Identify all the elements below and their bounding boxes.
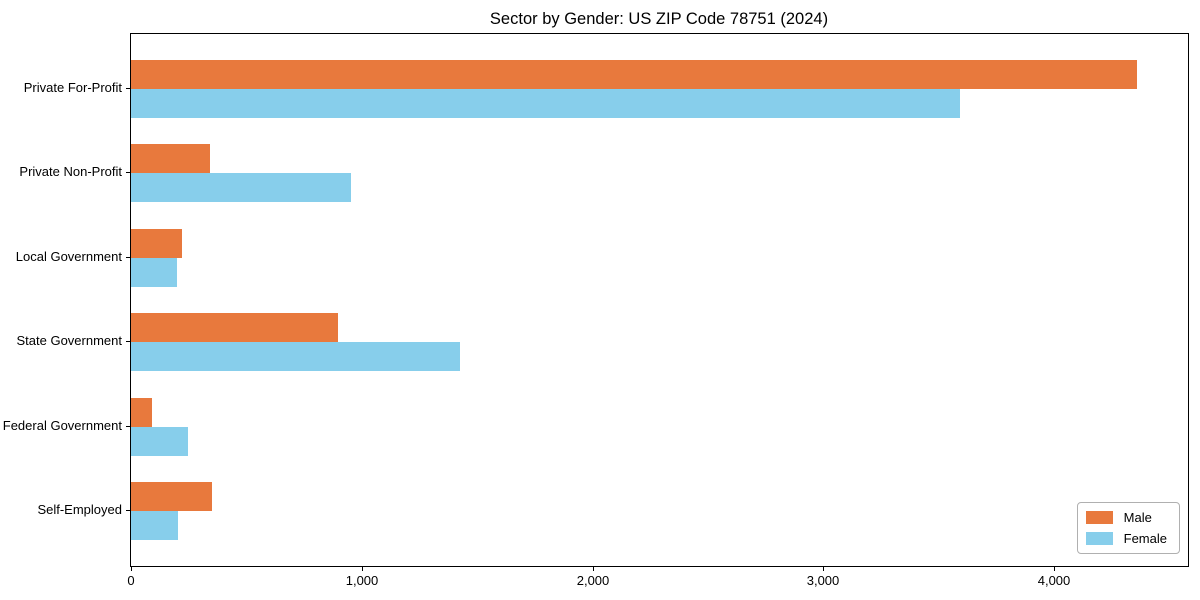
- y-tick-label-federal-government: Federal Government: [2, 418, 122, 433]
- x-tick-label-2-000: 2,000: [576, 573, 610, 588]
- y-tick-mark: [126, 510, 130, 511]
- x-tick-label-4-000: 4,000: [1037, 573, 1071, 588]
- bar-female-local-government: [131, 258, 178, 287]
- legend-swatch-female: [1085, 532, 1113, 545]
- bar-female-federal-government: [131, 427, 188, 456]
- y-tick-label-private-non-profit: Private Non-Profit: [19, 164, 122, 179]
- bar-male-state-government: [131, 313, 338, 342]
- legend-label-male: Male: [1123, 510, 1152, 525]
- legend-item-male: Male: [1085, 510, 1167, 525]
- x-tick-mark: [131, 567, 132, 571]
- y-tick-label-self-employed: Self-Employed: [37, 502, 122, 517]
- y-tick-label-local-government: Local Government: [15, 249, 122, 264]
- plot-area: Male Female: [130, 33, 1189, 567]
- x-tick-mark: [823, 567, 824, 571]
- x-tick-label-0: 0: [127, 573, 135, 588]
- y-tick-mark: [126, 88, 130, 89]
- x-tick-mark: [362, 567, 363, 571]
- legend-label-female: Female: [1123, 531, 1167, 546]
- x-tick-label-1-000: 1,000: [345, 573, 379, 588]
- y-tick-label-state-government: State Government: [16, 333, 123, 348]
- legend-swatch-male: [1085, 511, 1113, 524]
- y-tick-mark: [126, 257, 130, 258]
- y-tick-label-private-for-profit: Private For-Profit: [23, 80, 122, 95]
- x-tick-mark: [1054, 567, 1055, 571]
- chart-title: Sector by Gender: US ZIP Code 78751 (202…: [489, 10, 829, 28]
- y-tick-mark: [126, 341, 130, 342]
- bar-male-private-for-profit: [131, 60, 1138, 89]
- x-tick-label-3-000: 3,000: [806, 573, 840, 588]
- x-tick-mark: [593, 567, 594, 571]
- legend: Male Female: [1076, 502, 1180, 554]
- bar-male-private-non-profit: [131, 144, 210, 173]
- bar-female-self-employed: [131, 511, 179, 540]
- bar-female-state-government: [131, 342, 460, 371]
- y-tick-mark: [126, 426, 130, 427]
- bar-female-private-non-profit: [131, 173, 352, 202]
- y-tick-mark: [126, 172, 130, 173]
- bar-male-local-government: [131, 229, 182, 258]
- bar-male-federal-government: [131, 398, 152, 427]
- bar-male-self-employed: [131, 482, 212, 511]
- legend-item-female: Female: [1085, 531, 1167, 546]
- bar-female-private-for-profit: [131, 89, 960, 118]
